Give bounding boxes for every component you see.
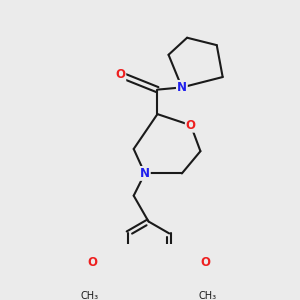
- Text: O: O: [201, 256, 211, 269]
- Text: O: O: [87, 256, 97, 269]
- Text: CH₃: CH₃: [199, 291, 217, 300]
- Text: O: O: [186, 119, 196, 132]
- Text: CH₃: CH₃: [80, 291, 98, 300]
- Text: O: O: [115, 68, 125, 81]
- Text: N: N: [177, 81, 187, 94]
- Text: N: N: [140, 167, 150, 180]
